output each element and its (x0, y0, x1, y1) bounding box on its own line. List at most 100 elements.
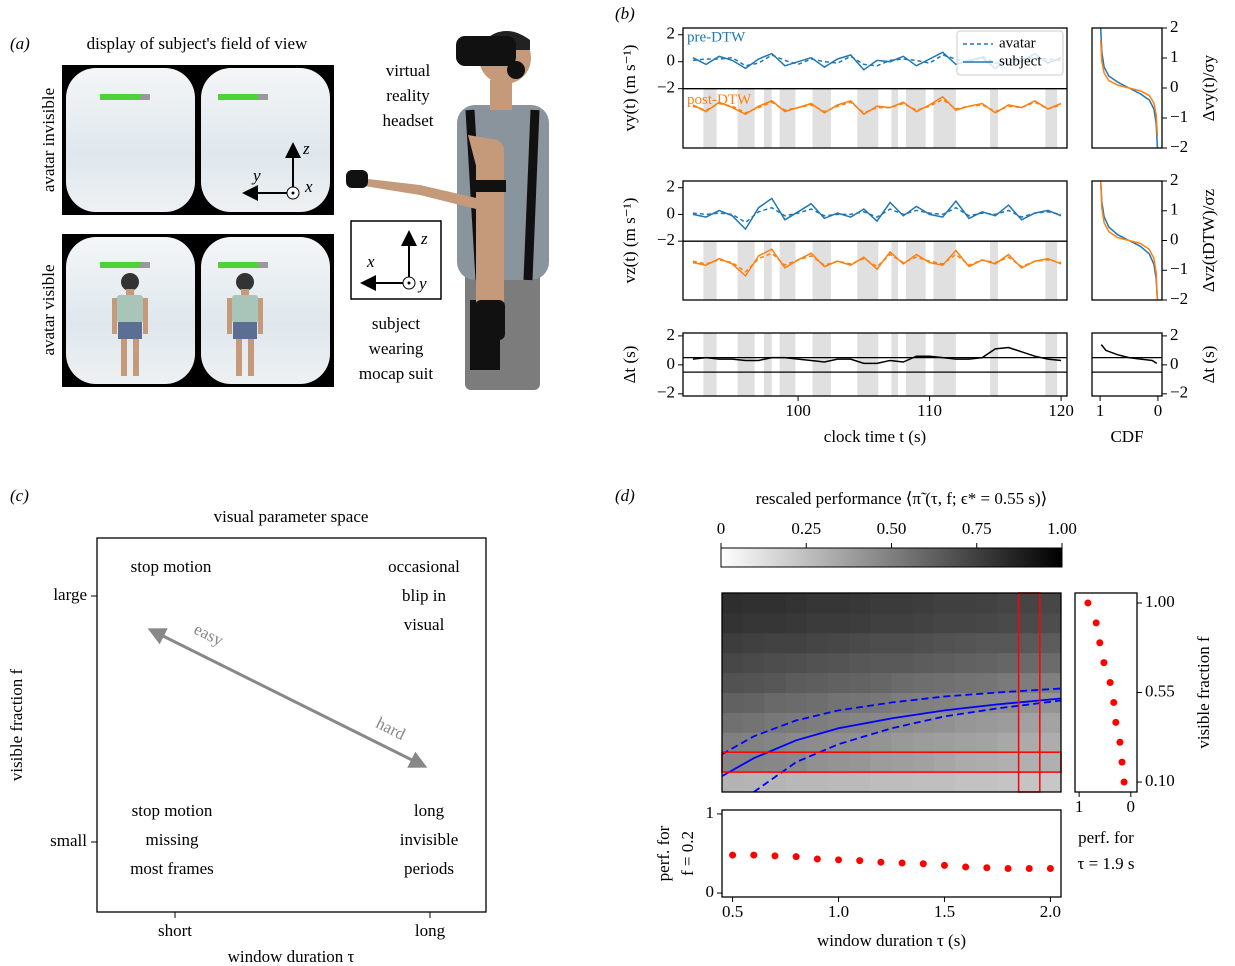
heatmap-cell (849, 752, 871, 772)
heatmap-cell (870, 772, 892, 792)
shaded-interval (857, 333, 878, 396)
heatmap-cell (892, 593, 914, 613)
annotation: mocap suit (359, 364, 433, 383)
corner-text: missing (146, 830, 199, 849)
heatmap-cell (1019, 633, 1041, 653)
heatmap-cell (722, 633, 744, 653)
heatmap-cell (892, 673, 914, 693)
data-point (835, 856, 842, 863)
axis-label: y (251, 166, 261, 185)
corner-text: stop motion (132, 801, 213, 820)
heatmap-cell (892, 752, 914, 772)
panel-label: (a) (10, 34, 30, 53)
y-tick-label: 0 (1170, 354, 1179, 373)
heatmap-cell (997, 593, 1019, 613)
heatmap-cell (913, 653, 935, 673)
heatmap-cell (913, 613, 935, 633)
heatmap-cell (764, 752, 786, 772)
y-tick-label: −2 (1170, 289, 1188, 308)
heatmap-cell (913, 772, 935, 792)
y-tick-label: 0 (667, 51, 676, 70)
heatmap-cell (828, 752, 850, 772)
heatmap-cell (934, 732, 956, 752)
heatmap-cell (722, 732, 744, 752)
heatmap-cell (807, 772, 829, 792)
x-tick-label: 1.5 (934, 902, 955, 921)
data-point (1107, 679, 1114, 686)
y-tick-label: −1 (1170, 107, 1188, 126)
corner-text: stop motion (131, 557, 212, 576)
heatmap-cell (1019, 772, 1041, 792)
heatmap-cell (870, 752, 892, 772)
arrow-label: easy (191, 619, 227, 650)
x-tick-label: 1 (1096, 401, 1105, 420)
shaded-interval (990, 333, 998, 396)
heatmap-cell (849, 673, 871, 693)
heatmap-cell (934, 633, 956, 653)
y-axis-label: visible fraction f (7, 668, 26, 781)
data-point (750, 852, 757, 859)
data-line (693, 198, 1061, 229)
heatmap-cell (892, 772, 914, 792)
shaded-interval (990, 89, 998, 148)
heatmap-cell (1019, 613, 1041, 633)
x-axis-label: clock time t (s) (824, 427, 926, 446)
heatmap-cell (955, 673, 977, 693)
shaded-interval (813, 333, 831, 396)
heatmap-cell (892, 732, 914, 752)
shaded-interval (891, 333, 898, 396)
heatmap-cell (786, 633, 808, 653)
heatmap-cell (1040, 693, 1062, 713)
axis-label: z (420, 229, 428, 248)
data-point (856, 857, 863, 864)
data-point (920, 860, 927, 867)
heatmap-cell (997, 633, 1019, 653)
shaded-interval (1045, 333, 1057, 396)
heatmap-cell (913, 673, 935, 693)
heatmap-cell (955, 712, 977, 732)
heatmap-cell (955, 732, 977, 752)
heatmap-cell (849, 693, 871, 713)
x-tick-label: 0 (1127, 797, 1136, 816)
heatmap-cell (1040, 712, 1062, 732)
shaded-interval (857, 241, 878, 300)
data-line (1101, 345, 1157, 364)
heatmap-cell (976, 633, 998, 653)
heatmap-cell (892, 633, 914, 653)
heatmap-cell (976, 732, 998, 752)
heatmap-cell (934, 593, 956, 613)
heatmap-cell (722, 653, 744, 673)
shaded-interval (934, 333, 956, 396)
data-point (1084, 599, 1091, 606)
shaded-interval (738, 333, 755, 396)
shaded-interval (906, 241, 926, 300)
shaded-interval (891, 89, 898, 148)
heatmap-cell (1040, 593, 1062, 613)
heatmap-cell (786, 653, 808, 673)
x-axis-label: perf. for (1078, 828, 1134, 847)
data-point (1093, 619, 1100, 626)
heatmap-cell (955, 633, 977, 653)
y-tick-label: 2 (1170, 170, 1179, 189)
x-tick-label: short (158, 921, 192, 940)
heatmap-cell (722, 712, 744, 732)
shaded-interval (891, 241, 898, 300)
heatmap-cell (722, 693, 744, 713)
axis-label: z (302, 139, 310, 158)
figure: (a) display of subject's field of view z… (0, 0, 1235, 966)
y-tick-label: 2 (1170, 17, 1179, 36)
panel-title: display of subject's field of view (87, 34, 308, 53)
heatmap-cell (870, 613, 892, 633)
heatmap-cell (997, 752, 1019, 772)
y-tick-label: 0 (706, 882, 715, 901)
y-axis-label: Δvy(t)/σy (1199, 54, 1218, 121)
shaded-interval (780, 241, 796, 300)
heatmap-cell (743, 772, 765, 792)
heatmap-cell (934, 613, 956, 633)
heatmap-cell (976, 613, 998, 633)
colorbar-tick-label: 0.50 (877, 519, 907, 538)
heatmap-cell (870, 593, 892, 613)
heatmap-cell (786, 772, 808, 792)
x-tick-label: 0 (1154, 401, 1163, 420)
heatmap-cell (764, 712, 786, 732)
